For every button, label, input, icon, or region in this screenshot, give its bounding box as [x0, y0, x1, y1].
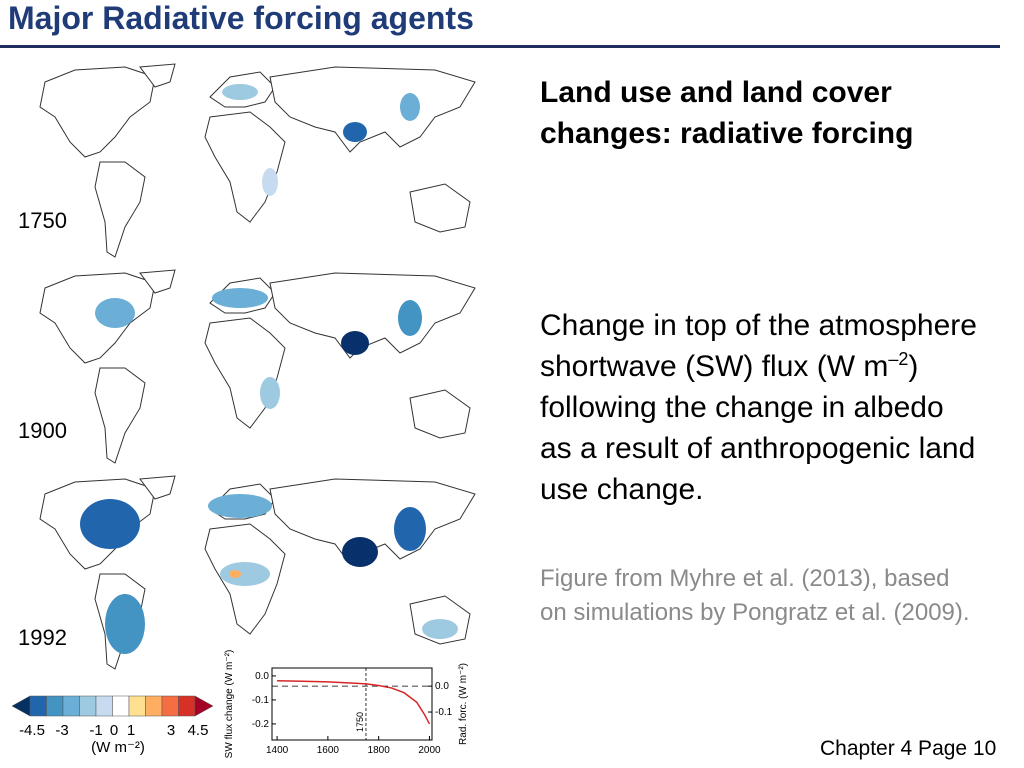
side-body: Change in top of the atmosphere shortwav…: [540, 305, 980, 510]
y2-tick-label: 0.0: [435, 681, 449, 692]
slide-title: Major Radiative forcing agents: [8, 0, 474, 36]
body-text: ) following the change in albedo as a re…: [540, 350, 976, 506]
map-year-label: 1992: [18, 625, 67, 650]
colorbar-tick-label: -1: [89, 722, 102, 739]
side-heading: Land use and land cover changes: radiati…: [540, 76, 914, 150]
marker-label: 1750: [355, 712, 365, 732]
x-tick-label: 1400: [266, 745, 289, 756]
colorbar-tick-label: 0: [110, 722, 118, 739]
body-text: Change in top of the atmosphere shortwav…: [540, 309, 977, 383]
inset-chart: SW flux change (W m⁻²) Rad. forc. (W m⁻²…: [224, 650, 469, 759]
map-year-label: 1900: [18, 418, 67, 443]
x-tick-label: 2000: [418, 745, 441, 756]
y-tick-label: 0.0: [255, 671, 269, 682]
body-superscript: –2: [888, 349, 909, 369]
inset-y-label: SW flux change (W m⁻²): [224, 650, 235, 759]
colorbar-tick-label: 4.5: [188, 722, 209, 739]
y2-tick-label: -0.1: [435, 707, 453, 718]
y-tick-label: -0.2: [252, 719, 270, 730]
map-panel: [39, 475, 476, 670]
colorbar-tick-label: 3: [167, 722, 175, 739]
colorbar-tick-label: -4.5: [19, 722, 45, 739]
page-footer: Chapter 4 Page 10: [820, 737, 997, 760]
map-panel: [39, 63, 476, 258]
map-year-label: 1750: [18, 208, 67, 233]
colorbar-tick-label: -3: [55, 722, 68, 739]
title-rule: [0, 45, 1000, 48]
figure: 1750 1900 1992 -4.5 -3 -1 0 1 3 4.5 (W m…: [11, 63, 476, 759]
y-tick-label: -0.1: [252, 695, 270, 706]
colorbar: [11, 695, 214, 717]
map-panel: [39, 269, 476, 464]
colorbar-units: (W m⁻²): [91, 739, 145, 756]
x-tick-label: 1800: [368, 745, 391, 756]
inset-y2-label: Rad. forc. (W m⁻²): [458, 663, 469, 745]
inset-line: [277, 679, 431, 725]
figure-caption: Figure from Myhre et al. (2013), based o…: [540, 565, 970, 626]
colorbar-tick-label: 1: [127, 722, 135, 739]
x-tick-label: 1600: [317, 745, 340, 756]
